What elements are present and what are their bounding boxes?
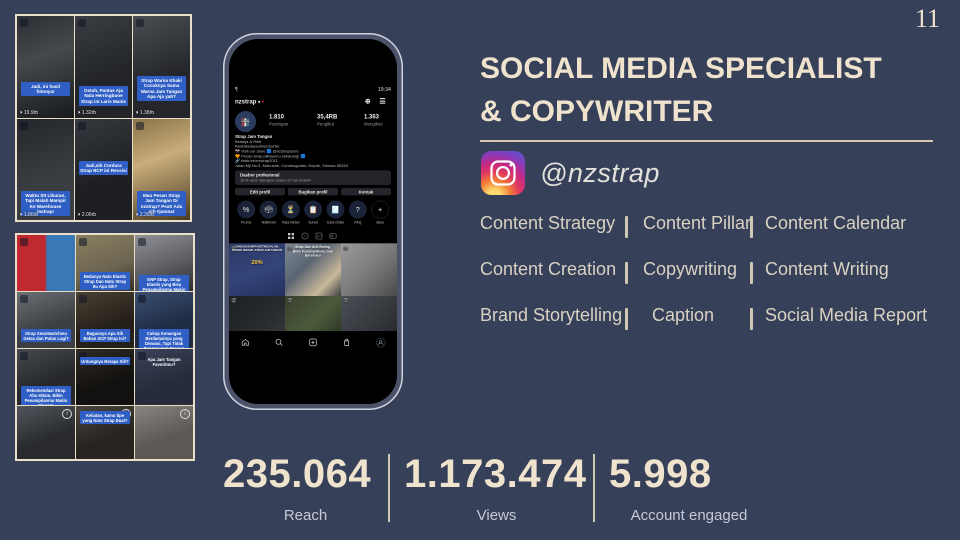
svg-text:nzstrap: nzstrap (241, 120, 250, 123)
